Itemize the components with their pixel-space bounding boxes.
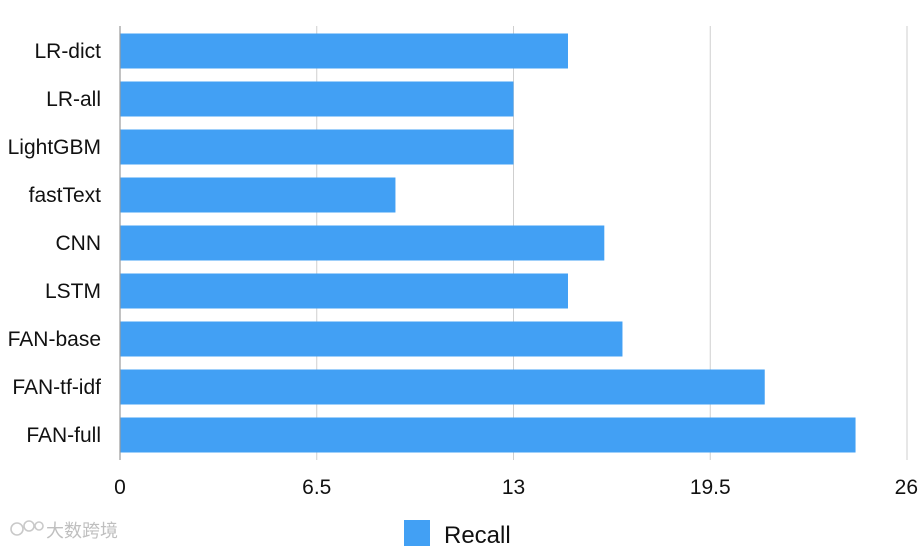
bar-lstm xyxy=(120,273,568,309)
bars xyxy=(120,33,856,453)
watermark-text: 大数跨境 xyxy=(46,521,118,541)
x-tick-label: 6.5 xyxy=(302,476,331,499)
category-label: LR-dict xyxy=(34,40,101,63)
x-tick-label: 0 xyxy=(114,476,126,499)
category-label: LR-all xyxy=(46,88,101,111)
legend: Recall xyxy=(404,520,511,549)
bar-fasttext xyxy=(120,177,396,213)
bar-lr-dict xyxy=(120,33,568,69)
x-tick-label: 19.5 xyxy=(690,476,731,499)
legend-swatch-recall xyxy=(404,520,430,546)
category-label: FAN-tf-idf xyxy=(12,376,101,399)
x-tick-labels: 0 6.5 13 19.5 26 xyxy=(114,476,918,499)
watermark-logo: 大数跨境 xyxy=(10,520,118,541)
bar-lightgbm xyxy=(120,129,514,165)
category-label: FAN-full xyxy=(26,424,101,447)
legend-label-recall: Recall xyxy=(444,522,511,549)
bar-fan-tf-idf xyxy=(120,369,765,405)
category-label: FAN-base xyxy=(8,328,101,351)
bar-cnn xyxy=(120,225,605,261)
category-label: LSTM xyxy=(45,280,101,303)
bar-lr-all xyxy=(120,81,514,117)
x-tick-label: 13 xyxy=(502,476,525,499)
x-tick-label: 26 xyxy=(895,476,918,499)
category-label: fastText xyxy=(29,184,102,207)
watermark-icon xyxy=(10,520,44,536)
bar-fan-base xyxy=(120,321,623,357)
category-label: LightGBM xyxy=(8,136,101,159)
category-labels: LR-dict LR-all LightGBM fastText CNN LSTM FAN-… xyxy=(8,40,102,447)
bar-fan-full xyxy=(120,417,856,453)
category-label: CNN xyxy=(56,232,102,255)
